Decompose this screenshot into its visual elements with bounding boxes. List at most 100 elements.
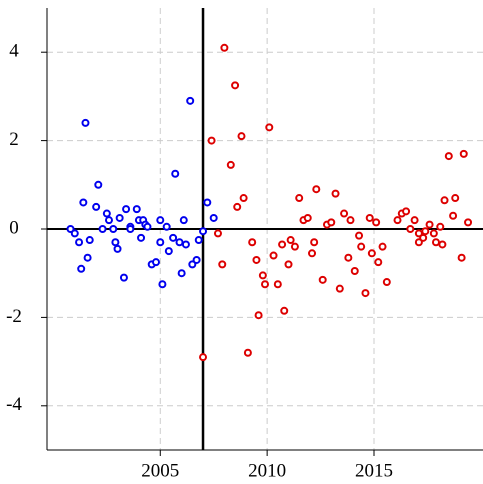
point bbox=[177, 269, 186, 278]
point bbox=[254, 311, 263, 320]
point bbox=[92, 202, 101, 211]
point bbox=[233, 202, 242, 211]
point bbox=[156, 238, 165, 247]
point bbox=[344, 253, 353, 262]
point bbox=[213, 229, 222, 238]
point bbox=[169, 233, 178, 242]
point bbox=[119, 273, 128, 282]
point bbox=[156, 216, 165, 225]
point bbox=[175, 238, 184, 247]
point bbox=[290, 242, 299, 251]
point bbox=[308, 249, 317, 258]
point bbox=[199, 227, 208, 236]
point bbox=[425, 220, 434, 229]
point bbox=[132, 205, 141, 214]
point bbox=[164, 247, 173, 256]
point bbox=[273, 280, 282, 289]
point bbox=[449, 211, 458, 220]
point bbox=[365, 213, 374, 222]
point bbox=[367, 249, 376, 258]
point bbox=[192, 255, 201, 264]
point bbox=[372, 218, 381, 227]
x-tick-label: 2010 bbox=[248, 460, 286, 481]
point bbox=[295, 194, 304, 203]
point bbox=[414, 229, 423, 238]
point bbox=[265, 123, 274, 132]
point bbox=[350, 266, 359, 275]
y-tick-label: 0 bbox=[9, 217, 19, 238]
point bbox=[207, 136, 216, 145]
point bbox=[457, 253, 466, 262]
point bbox=[286, 236, 295, 245]
point bbox=[436, 222, 445, 231]
point bbox=[252, 255, 261, 264]
point bbox=[421, 227, 430, 236]
point bbox=[237, 132, 246, 141]
point bbox=[402, 207, 411, 216]
point bbox=[303, 213, 312, 222]
point bbox=[269, 251, 278, 260]
point bbox=[203, 198, 212, 207]
point bbox=[312, 185, 321, 194]
point bbox=[109, 225, 118, 233]
point bbox=[346, 216, 355, 225]
point bbox=[209, 213, 218, 222]
point bbox=[126, 225, 135, 233]
point bbox=[248, 238, 257, 247]
point bbox=[79, 198, 88, 207]
point bbox=[335, 284, 344, 293]
point bbox=[410, 216, 419, 225]
point bbox=[278, 240, 287, 249]
point bbox=[188, 260, 197, 269]
point bbox=[243, 348, 252, 357]
point bbox=[102, 209, 111, 218]
point bbox=[104, 216, 113, 225]
point bbox=[258, 271, 267, 280]
point bbox=[464, 218, 473, 227]
point bbox=[171, 169, 180, 178]
point bbox=[374, 258, 383, 267]
point bbox=[340, 209, 349, 218]
point bbox=[414, 238, 423, 247]
point bbox=[382, 278, 391, 287]
point bbox=[440, 196, 449, 205]
y-tick-label: -2 bbox=[6, 306, 22, 327]
y-tick-label: 2 bbox=[9, 129, 19, 150]
point bbox=[318, 275, 327, 284]
point bbox=[115, 213, 124, 222]
point bbox=[94, 180, 103, 189]
point bbox=[122, 205, 131, 214]
point bbox=[179, 216, 188, 225]
point bbox=[75, 238, 84, 247]
point bbox=[357, 242, 366, 251]
point bbox=[451, 194, 460, 203]
x-tick-label: 2005 bbox=[141, 460, 179, 481]
point bbox=[378, 242, 387, 251]
point bbox=[70, 229, 79, 238]
point bbox=[98, 225, 107, 233]
point bbox=[438, 240, 447, 249]
point bbox=[220, 43, 229, 52]
point bbox=[239, 194, 248, 203]
point bbox=[431, 238, 440, 247]
point bbox=[186, 96, 195, 105]
point bbox=[444, 152, 453, 161]
point bbox=[310, 238, 319, 247]
point bbox=[66, 225, 75, 233]
point bbox=[143, 222, 152, 231]
y-tick-label: 4 bbox=[9, 41, 19, 62]
point bbox=[280, 306, 289, 315]
point bbox=[393, 216, 402, 225]
point bbox=[111, 238, 120, 247]
point bbox=[226, 160, 235, 169]
point bbox=[261, 280, 269, 289]
point bbox=[355, 231, 364, 240]
y-tick-label: -4 bbox=[6, 394, 22, 415]
point bbox=[284, 260, 293, 269]
point bbox=[419, 233, 428, 242]
x-tick-label: 2015 bbox=[355, 460, 393, 481]
point bbox=[406, 225, 415, 233]
point bbox=[429, 229, 438, 238]
point bbox=[85, 236, 94, 245]
